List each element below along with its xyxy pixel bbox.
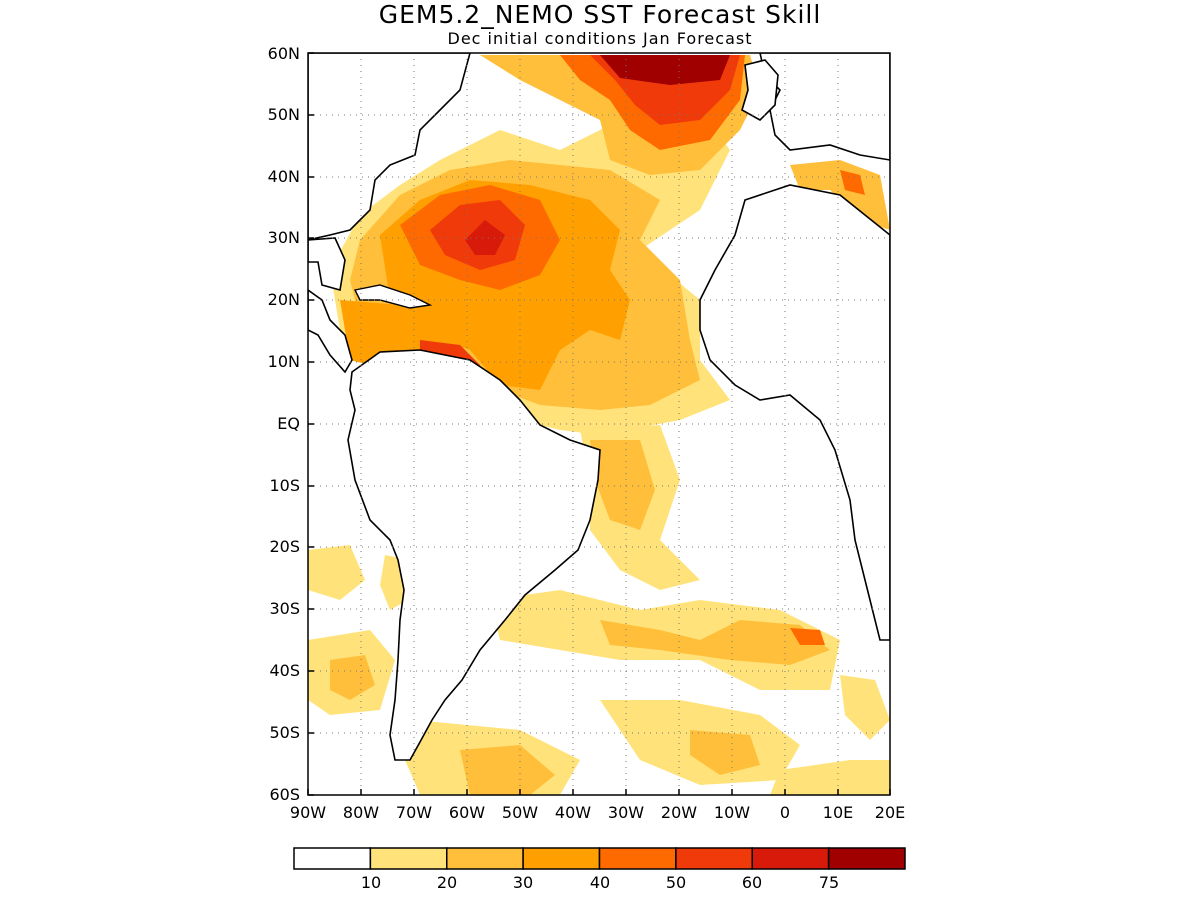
lat-label-50s: 50S — [269, 723, 300, 742]
lat-label-40s: 40S — [269, 661, 300, 680]
lat-label-40n: 40N — [267, 167, 300, 186]
lon-label-40w: 40W — [554, 803, 592, 822]
colorbar-swatch-4 — [598, 847, 677, 870]
lat-label-30s: 30S — [269, 599, 300, 618]
colorbar-swatch-5 — [675, 847, 753, 870]
skill-region-ne-75 — [600, 55, 730, 85]
skill-region-so-2 — [600, 620, 830, 665]
colorbar-swatch-3 — [522, 847, 601, 870]
skill-region-so-3 — [790, 628, 825, 645]
skill-region-eq-30 — [590, 440, 655, 530]
lat-label-50n: 50N — [267, 105, 300, 124]
gridlines — [308, 53, 890, 795]
chart-title: GEM5.2_NEMO SST Forecast Skill — [378, 0, 822, 29]
lon-label-90w: 90W — [289, 803, 327, 822]
map-frame — [307, 52, 891, 796]
lon-label-20e: 20E — [874, 803, 906, 822]
south-america-land — [347, 349, 601, 761]
chart-subtitle: Dec initial conditions Jan Forecast — [447, 29, 753, 48]
lon-label-10e: 10E — [822, 803, 854, 822]
central-america-land — [308, 289, 353, 374]
north-america-land — [308, 53, 471, 241]
colorbar-swatch-1 — [369, 847, 448, 870]
skill-region-na-75 — [465, 220, 505, 255]
lon-label-20w: 20W — [660, 803, 698, 822]
skill-region-deep-south-6 — [840, 675, 890, 740]
lon-label-60w: 60W — [448, 803, 486, 822]
lat-label-20n: 20N — [267, 290, 300, 309]
lon-label-10w: 10W — [713, 803, 751, 822]
skill-region-deep-south-5 — [770, 760, 890, 795]
british-isles-land — [741, 59, 779, 121]
lon-label-70w: 70W — [395, 803, 433, 822]
colorbar-label-60: 60 — [741, 873, 763, 892]
colorbar-label-30: 30 — [512, 873, 534, 892]
colorbar-label-75: 75 — [818, 873, 840, 892]
lat-label-20s: 20S — [269, 537, 300, 556]
skill-region-deep-south-4 — [690, 730, 760, 775]
colorbar-label-10: 10 — [360, 873, 382, 892]
lon-label-0: 0 — [779, 803, 791, 822]
colorbar-label-50: 50 — [665, 873, 687, 892]
lat-label-60s: 60S — [269, 785, 300, 804]
skill-region-deep-south-2 — [460, 745, 555, 795]
florida-gulf-coast-land — [308, 237, 346, 292]
skill-region-sw-3 — [308, 545, 365, 600]
colorbar-swatch-7 — [827, 847, 906, 870]
colorbar — [293, 847, 906, 870]
africa-land — [699, 184, 890, 641]
colorbar-label-40: 40 — [589, 873, 611, 892]
colorbar-swatch-0 — [293, 847, 372, 870]
skill-field — [308, 53, 890, 795]
lat-label-10s: 10S — [269, 476, 300, 495]
lon-label-50w: 50W — [501, 803, 539, 822]
lat-label-10n: 10N — [267, 352, 300, 371]
lon-label-30w: 30W — [607, 803, 645, 822]
skill-region-med-50 — [840, 170, 865, 195]
colorbar-label-20: 20 — [436, 873, 458, 892]
skill-region-sw-2 — [330, 655, 375, 700]
lat-label-eq: EQ — [277, 414, 300, 433]
colorbar-swatch-6 — [751, 847, 830, 870]
cuba-land — [353, 284, 433, 309]
lon-label-80w: 80W — [342, 803, 380, 822]
lat-label-30n: 30N — [267, 228, 300, 247]
lat-label-60n: 60N — [267, 44, 300, 63]
colorbar-swatch-2 — [446, 847, 524, 870]
